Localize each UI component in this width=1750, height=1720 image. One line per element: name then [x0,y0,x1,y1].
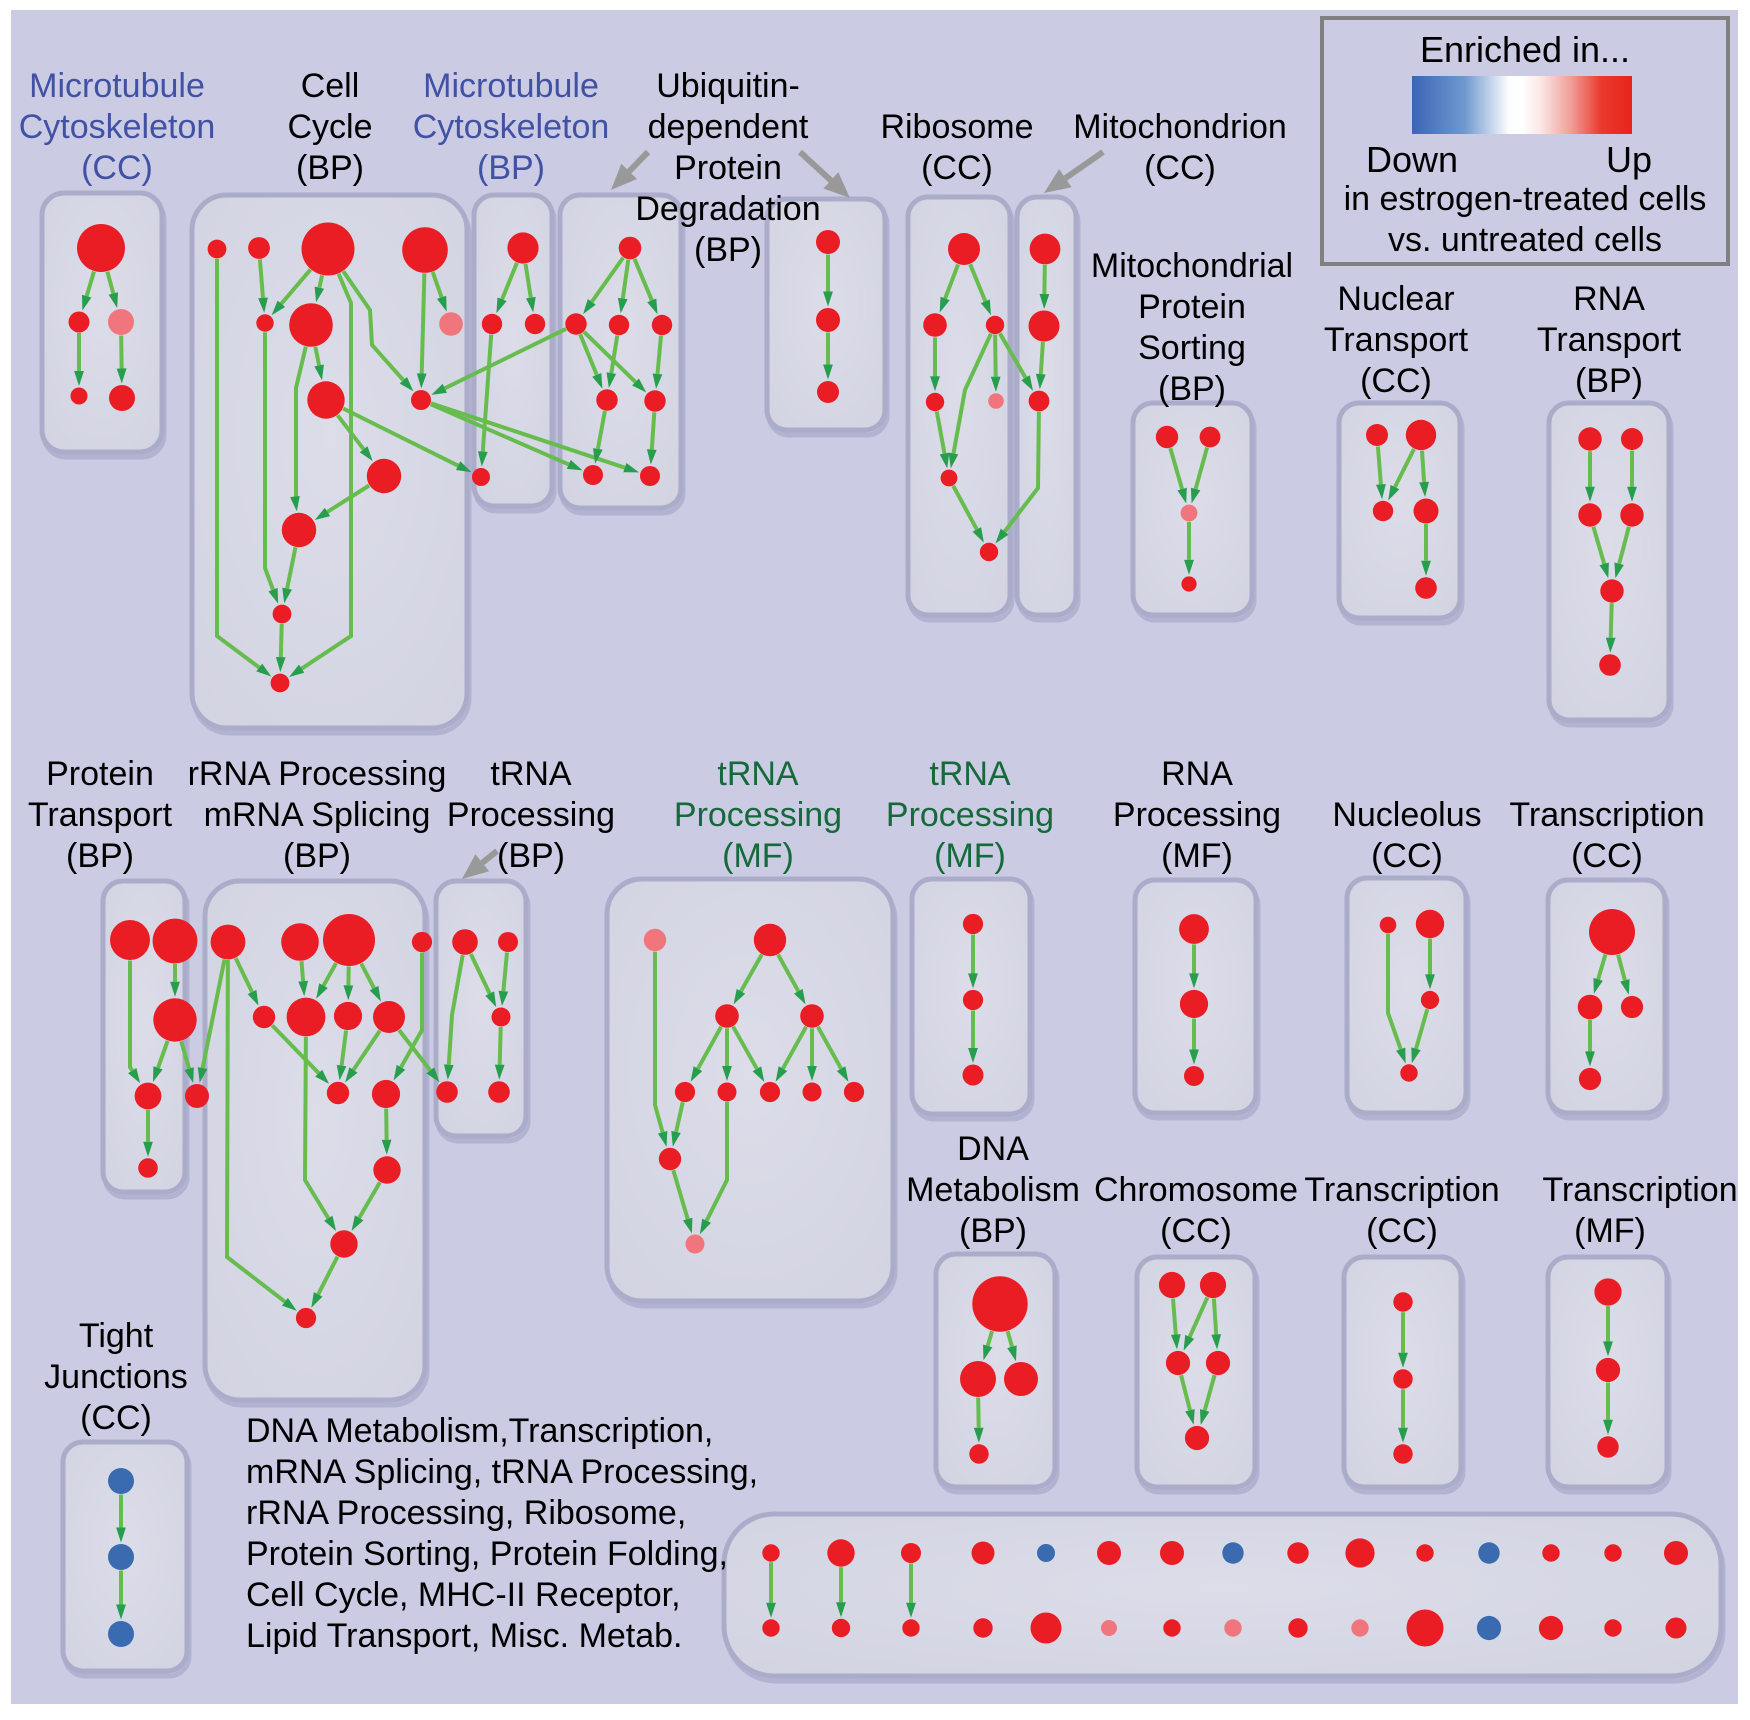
svg-text:Degradation: Degradation [635,190,820,228]
svg-text:Protein Sorting, Protein Foldi: Protein Sorting, Protein Folding, [246,1535,728,1573]
svg-text:(BP): (BP) [1575,362,1643,400]
svg-text:rRNA Processing, Ribosome,: rRNA Processing, Ribosome, [246,1494,686,1532]
svg-text:Up: Up [1606,139,1652,180]
svg-text:Transport: Transport [28,796,173,834]
svg-text:Cell: Cell [301,67,360,105]
svg-text:(CC): (CC) [1371,837,1443,875]
svg-text:tRNA: tRNA [717,755,799,793]
svg-text:(BP): (BP) [959,1212,1027,1250]
svg-text:Ubiquitin-: Ubiquitin- [656,67,800,105]
svg-text:Chromosome: Chromosome [1094,1171,1298,1209]
svg-text:(CC): (CC) [1360,362,1432,400]
svg-text:Nuclear: Nuclear [1337,280,1454,318]
svg-text:(CC): (CC) [921,149,993,187]
svg-text:Cell Cycle, MHC-II Receptor,: Cell Cycle, MHC-II Receptor, [246,1576,681,1614]
svg-text:DNA Metabolism,Transcription,: DNA Metabolism,Transcription, [246,1412,713,1450]
svg-text:Junctions: Junctions [44,1358,188,1396]
svg-text:Microtubule: Microtubule [29,67,205,105]
svg-text:Processing: Processing [447,796,615,834]
svg-text:(CC): (CC) [1366,1212,1438,1250]
svg-text:Microtubule: Microtubule [423,67,599,105]
svg-text:Transcription: Transcription [1304,1171,1499,1209]
svg-text:Cytoskeleton: Cytoskeleton [413,108,610,146]
svg-text:(BP): (BP) [694,231,762,269]
svg-text:(CC): (CC) [80,1399,152,1437]
svg-text:Nucleolus: Nucleolus [1332,796,1481,834]
svg-text:Processing: Processing [674,796,842,834]
svg-text:Transcription: Transcription [1542,1171,1737,1209]
svg-text:RNA: RNA [1573,280,1645,318]
svg-text:(BP): (BP) [296,149,364,187]
svg-text:Transport: Transport [1324,321,1469,359]
svg-text:Ribosome: Ribosome [880,108,1033,146]
svg-text:Tight: Tight [79,1317,154,1355]
svg-text:vs. untreated cells: vs. untreated cells [1388,221,1662,259]
svg-text:(BP): (BP) [66,837,134,875]
svg-text:(CC): (CC) [81,149,153,187]
svg-text:dependent: dependent [648,108,809,146]
svg-text:(BP): (BP) [1158,370,1226,408]
svg-text:Lipid Transport, Misc. Metab.: Lipid Transport, Misc. Metab. [246,1617,683,1655]
svg-text:Processing: Processing [1113,796,1281,834]
svg-text:(MF): (MF) [1161,837,1233,875]
svg-text:(BP): (BP) [497,837,565,875]
svg-text:(BP): (BP) [477,149,545,187]
svg-text:(CC): (CC) [1144,149,1216,187]
svg-text:mRNA Splicing, tRNA Processing: mRNA Splicing, tRNA Processing, [246,1453,758,1491]
svg-text:tRNA: tRNA [929,755,1011,793]
svg-text:Down: Down [1366,139,1458,180]
svg-text:in estrogen-treated cells: in estrogen-treated cells [1344,180,1707,218]
svg-text:(MF): (MF) [722,837,794,875]
svg-text:Mitochondrion: Mitochondrion [1073,108,1287,146]
svg-text:tRNA: tRNA [490,755,572,793]
svg-text:mRNA Splicing: mRNA Splicing [204,796,431,834]
svg-text:Transcription: Transcription [1509,796,1704,834]
svg-text:(BP): (BP) [283,837,351,875]
svg-text:(CC): (CC) [1571,837,1643,875]
svg-text:Cytoskeleton: Cytoskeleton [19,108,216,146]
svg-text:Metabolism: Metabolism [906,1171,1080,1209]
svg-text:RNA: RNA [1161,755,1233,793]
svg-text:Sorting: Sorting [1138,329,1246,367]
svg-text:rRNA Processing: rRNA Processing [188,755,447,793]
svg-text:Transport: Transport [1537,321,1682,359]
svg-text:Cycle: Cycle [287,108,372,146]
svg-text:(MF): (MF) [934,837,1006,875]
svg-text:(MF): (MF) [1574,1212,1646,1250]
svg-text:Protein: Protein [46,755,154,793]
svg-text:(CC): (CC) [1160,1212,1232,1250]
svg-text:Processing: Processing [886,796,1054,834]
svg-text:Protein: Protein [674,149,782,187]
svg-text:Mitochondrial: Mitochondrial [1091,247,1293,285]
svg-text:DNA: DNA [957,1130,1029,1168]
svg-text:Protein: Protein [1138,288,1246,326]
svg-text:Enriched in...: Enriched in... [1420,29,1630,70]
